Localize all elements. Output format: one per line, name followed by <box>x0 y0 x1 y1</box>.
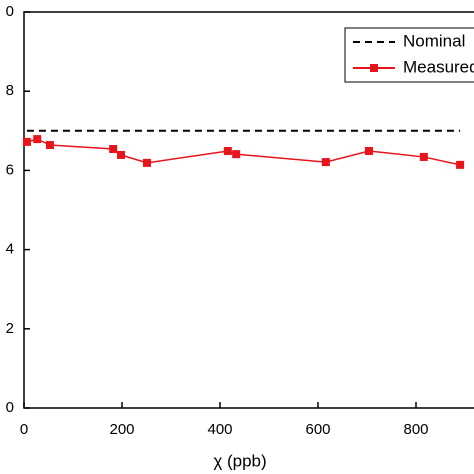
y-tick-label: 0 <box>6 399 14 416</box>
x-tick-label: 0 <box>20 421 28 438</box>
legend-label: Nominal <box>403 31 465 50</box>
y-tick-label: 6 <box>6 161 14 178</box>
marker <box>117 150 126 159</box>
marker <box>456 160 465 169</box>
marker <box>364 146 373 155</box>
y-tick-label: 4 <box>6 241 14 258</box>
marker <box>232 150 241 159</box>
x-axis-label: χ (ppb) <box>213 451 266 470</box>
marker <box>223 146 232 155</box>
x-tick-label: 200 <box>109 421 134 438</box>
plot-frame <box>23 11 474 409</box>
x-tick-label: 800 <box>403 421 428 438</box>
marker <box>142 158 151 167</box>
marker <box>321 158 330 167</box>
x-tick-label: 400 <box>207 421 232 438</box>
y-tick-label: 2 <box>6 320 14 337</box>
y-tick-label: 0 <box>6 3 14 20</box>
y-tick-label: 8 <box>6 82 14 99</box>
series-line <box>26 138 461 166</box>
marker <box>45 141 54 150</box>
legend-box <box>344 27 474 83</box>
marker <box>109 145 118 154</box>
marker <box>33 135 42 144</box>
marker <box>419 152 428 161</box>
legend-marker <box>370 64 378 72</box>
legend-label: Measured <box>403 57 474 76</box>
x-tick-label: 600 <box>305 421 330 438</box>
marker <box>22 137 31 146</box>
